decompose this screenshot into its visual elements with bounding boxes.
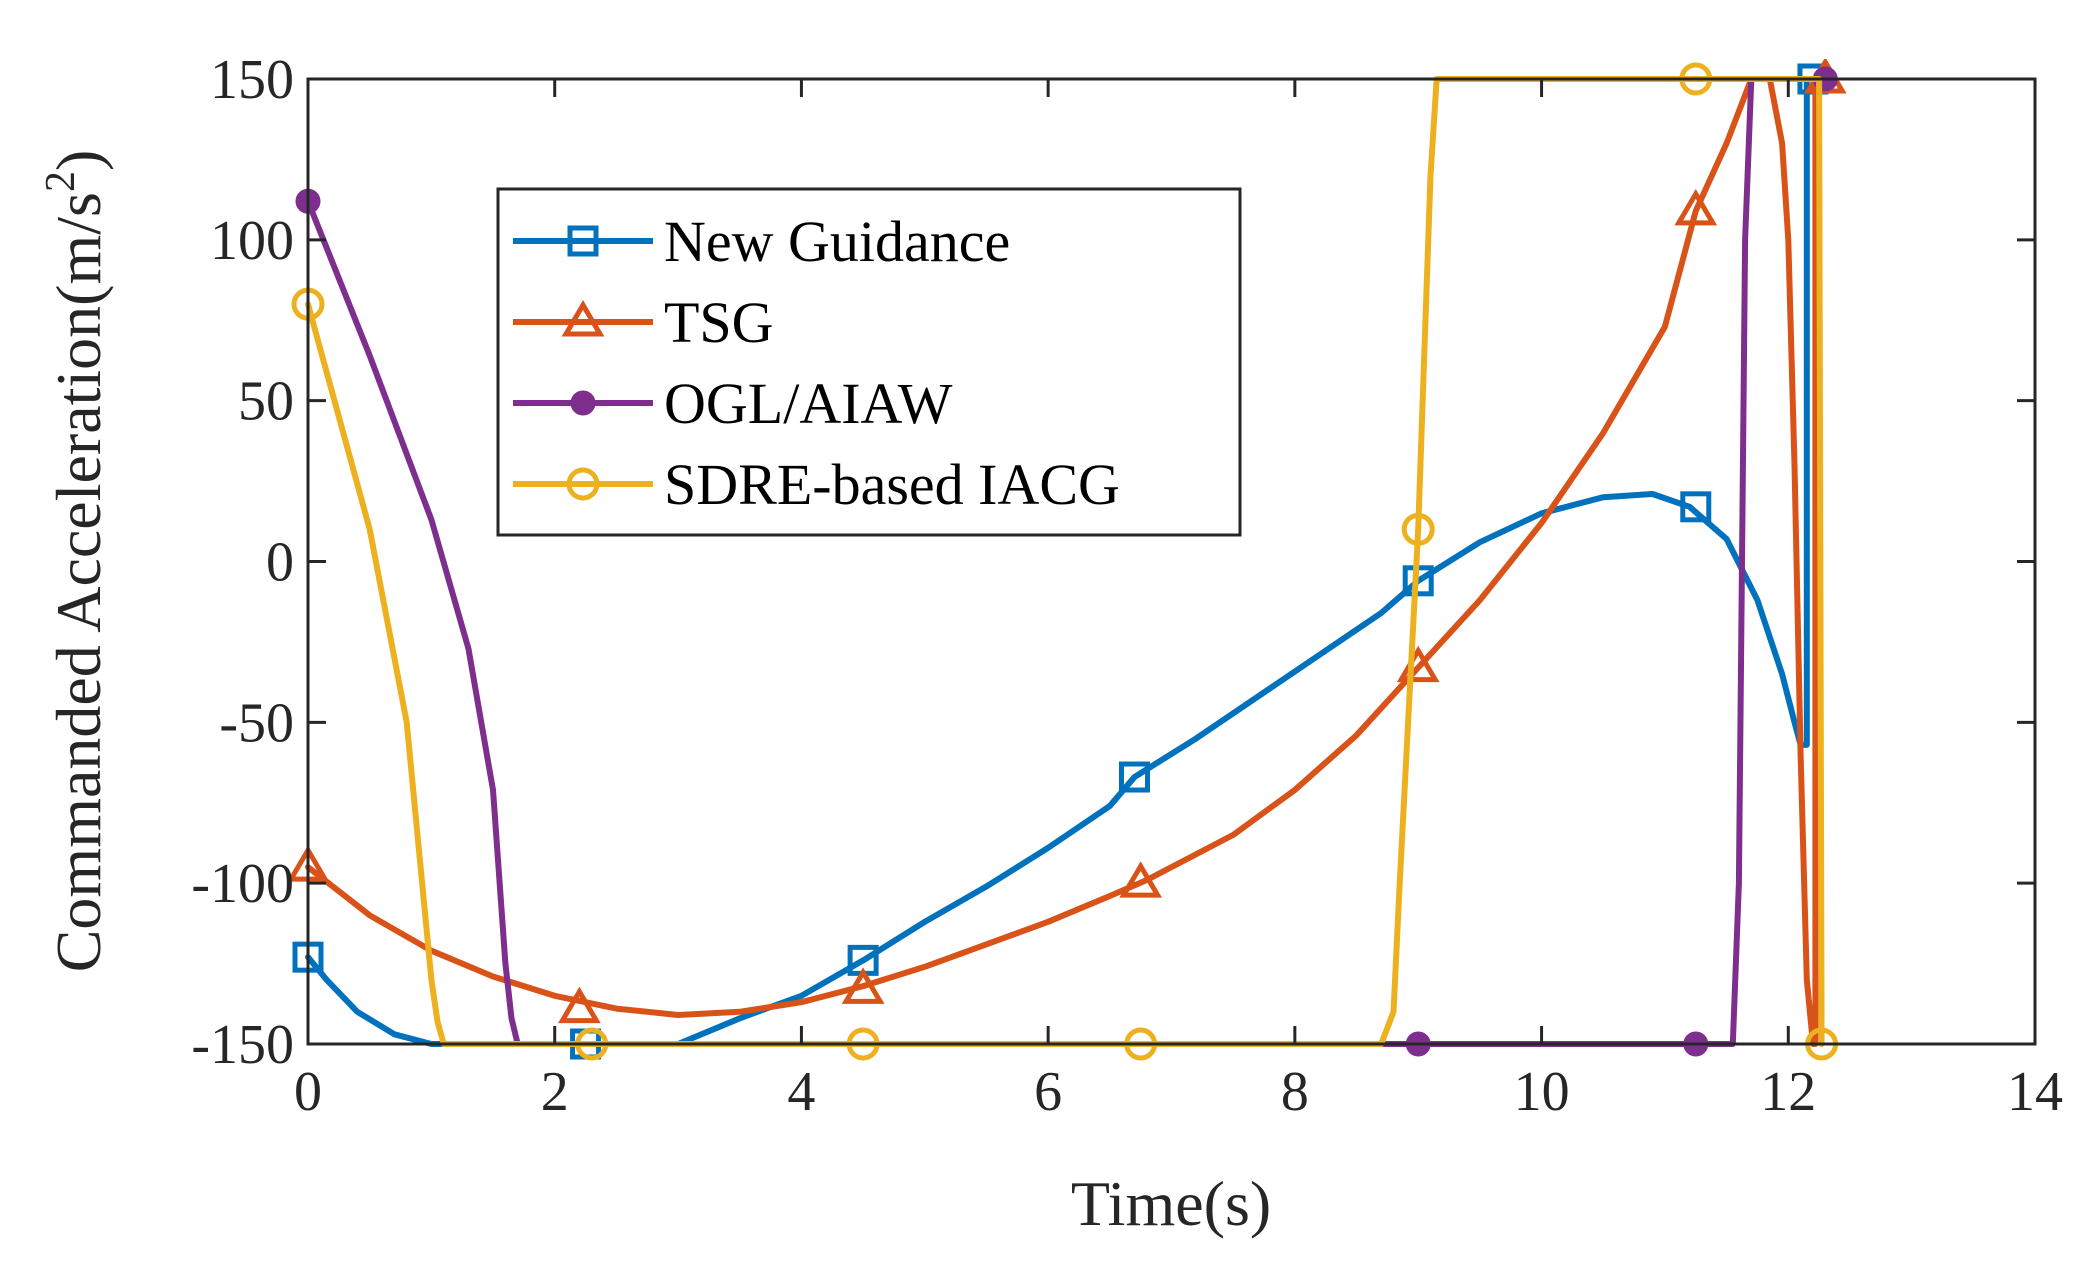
x-tick-label-0: 0 [294,1061,322,1123]
legend-marker-ogl-aiaw [570,390,596,416]
legend: New Guidance TSG OGL/AIAW SDRE-based IACG [496,187,1242,537]
x-tick-label-8: 8 [1281,1061,1309,1123]
x-tick-label-12: 12 [1760,1061,1816,1123]
legend-label-new-guidance: New Guidance [664,209,1010,274]
series-marker-new-guidance-5 [1680,491,1712,523]
legend-marker-tsg [561,300,605,337]
series-marker-tsg-3 [1119,861,1163,898]
y-axis-title: Commanded Acceleration(m/s2) [38,150,114,973]
legend-item-new-guidance: New Guidance [513,209,1010,274]
x-tick-label-2: 2 [541,1061,569,1123]
legend-marker-sdre-based-iacg [566,467,600,501]
y-tick-label-100: 100 [210,210,294,272]
legend-item-tsg: TSG [513,290,774,355]
ticks-layer: 0 2 4 6 8 10 12 14 -150 -100 -50 0 50 100 150 [191,49,2063,1123]
x-tick-label-14: 14 [2007,1061,2063,1123]
legend-item-sdre-based-iacg: SDRE-based IACG [513,452,1120,517]
series-marker-tsg-2 [841,967,885,1004]
x-tick-label-6: 6 [1034,1061,1062,1123]
y-tick-label--150: -150 [191,1014,294,1076]
y-axis-title-superscript: 2 [38,171,84,192]
legend-label-tsg: TSG [664,290,774,355]
series-line-new-guidance [305,76,1823,1047]
y-tick-label-150: 150 [210,49,294,111]
series-marker-tsg-5 [1674,188,1718,226]
series-marker-sdre-based-iacg-4 [1401,512,1435,546]
y-tick-label-50: 50 [238,371,294,433]
series-line-tsg [305,76,1829,1047]
legend-item-ogl-aiaw: OGL/AIAW [513,371,953,436]
y-axis-title-main: Commanded Acceleration(m/s [43,192,114,972]
y-tick-label--50: -50 [219,692,294,754]
x-axis-title: Time(s) [1071,1168,1271,1239]
legend-label-sdre-based-iacg: SDRE-based IACG [664,452,1120,517]
y-axis-title-close: ) [43,150,114,171]
legend-box [496,187,1242,537]
y-axis-title-group: Commanded Acceleration(m/s2) [38,150,114,973]
legend-marker-new-guidance [567,225,599,257]
series-marker-new-guidance-3 [1118,761,1150,793]
y-tick-label--100: -100 [191,853,294,915]
series-line-sdre-based-iacg [305,76,1825,1047]
x-tick-label-10: 10 [1514,1061,1570,1123]
x-tick-label-4: 4 [787,1061,815,1123]
series-line-ogl-aiaw [305,76,1829,1047]
series-marker-tsg-1 [558,986,601,1024]
legend-label-ogl-aiaw: OGL/AIAW [664,371,953,436]
y-tick-label-0: 0 [266,532,294,594]
